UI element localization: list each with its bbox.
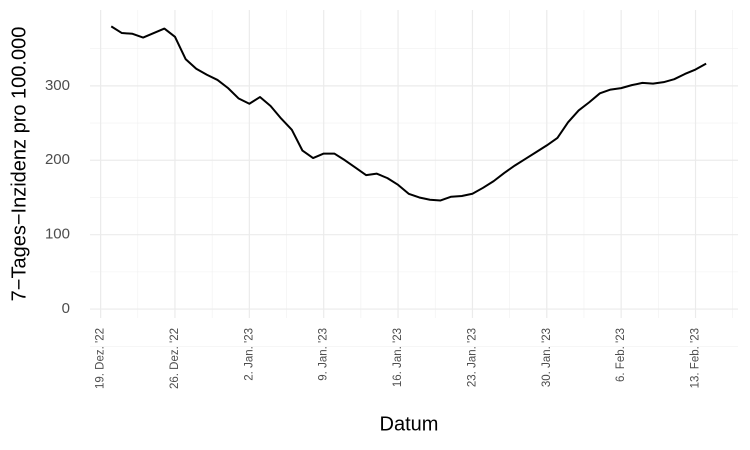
x-tick-label: 26. Dez. '22 — [169, 328, 181, 389]
y-tick-label: 200 — [45, 151, 70, 168]
y-tick-label: 100 — [45, 226, 70, 243]
x-tick-label: 2. Jan. '23 — [243, 328, 255, 381]
x-axis-title: Datum — [380, 413, 439, 435]
x-tick-label: 6. Feb. '23 — [615, 328, 627, 382]
x-tick-label: 16. Jan. '23 — [392, 328, 404, 387]
grid — [90, 10, 738, 347]
y-tick-label: 300 — [45, 77, 70, 94]
x-tick-label: 30. Jan. '23 — [541, 328, 553, 387]
x-tick-label: 23. Jan. '23 — [466, 328, 478, 387]
x-tick-label: 13. Feb. '23 — [690, 328, 702, 388]
x-tick-label: 9. Jan. '23 — [318, 328, 330, 381]
y-axis-title: 7−Tages−Inzidenz pro 100.000 — [8, 27, 30, 302]
x-tick-label: 19. Dez. '22 — [95, 328, 107, 389]
y-tick-label: 0 — [62, 300, 70, 317]
line — [110, 25, 707, 202]
